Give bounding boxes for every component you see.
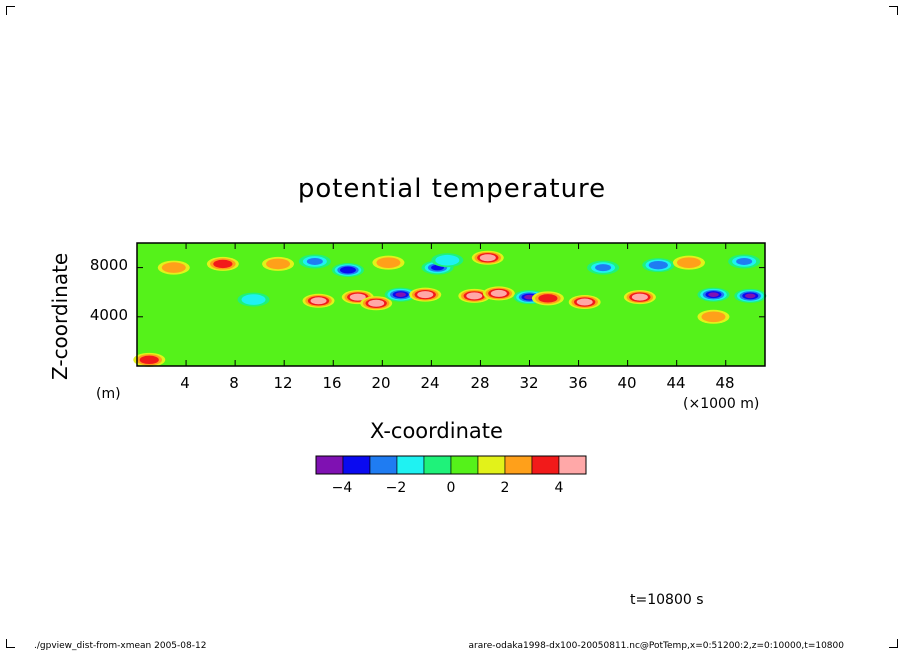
- contour-feature: [579, 299, 590, 305]
- colorbar-swatch: [315, 455, 344, 475]
- x-tick-label: 20: [371, 374, 391, 392]
- contour-feature: [439, 256, 456, 264]
- contour-feature: [245, 296, 262, 304]
- contour-feature: [744, 293, 756, 299]
- chart-title: potential temperature: [297, 174, 607, 204]
- x-tick-label: 4: [180, 374, 190, 392]
- corner-mark-top-left: [6, 6, 15, 15]
- footer-source: arare-odaka1998-dx100-20050811.nc@PotTem…: [468, 641, 844, 651]
- x-tick-label: 36: [568, 374, 588, 392]
- contour-feature: [541, 295, 555, 302]
- x-tick-label: 8: [229, 374, 239, 392]
- colorbar-swatch: [504, 455, 533, 475]
- contour-feature: [680, 259, 697, 267]
- corner-mark-bottom-left: [6, 639, 15, 648]
- contour-feature: [142, 357, 156, 363]
- colorbar-label: −4: [331, 480, 353, 496]
- colorbar-swatch: [531, 455, 560, 475]
- x-axis-unit: (×1000 m): [683, 396, 760, 412]
- contour-feature: [708, 292, 719, 297]
- colorbar-swatch: [558, 455, 587, 475]
- colorbar-swatch: [342, 455, 371, 475]
- colorbar-label: 4: [554, 480, 564, 496]
- x-tick-label: 32: [519, 374, 539, 392]
- y-tick-label: 4000: [89, 306, 128, 324]
- contour-feature: [306, 257, 323, 265]
- x-tick-label: 24: [420, 374, 440, 392]
- contour-feature: [482, 255, 494, 261]
- x-tick-label: 16: [322, 374, 342, 392]
- time-stamp: t=10800 s: [630, 592, 704, 608]
- x-tick-label: 48: [715, 374, 735, 392]
- corner-mark-top-right: [889, 6, 898, 15]
- x-tick-label: 12: [273, 374, 293, 392]
- contour-feature: [165, 264, 182, 272]
- colorbar-swatch: [396, 455, 425, 475]
- x-tick-label: 44: [666, 374, 686, 392]
- x-tick-label: 40: [617, 374, 637, 392]
- contour-feature: [595, 264, 612, 272]
- contour-feature: [493, 291, 505, 296]
- corner-mark-bottom-right: [889, 639, 898, 648]
- colorbar-swatch: [450, 455, 479, 475]
- colorbar-label: −2: [385, 480, 407, 496]
- contour-feature: [395, 292, 407, 297]
- y-axis-unit: (m): [96, 386, 121, 402]
- contour-feature: [313, 298, 324, 304]
- y-tick-label: 8000: [89, 256, 128, 274]
- colorbar-frame: [315, 455, 587, 475]
- contour-feature: [370, 300, 382, 306]
- contour-feature: [216, 261, 230, 267]
- x-tick-label: 28: [470, 374, 490, 392]
- contour-feature: [651, 262, 665, 268]
- plot-frame: [136, 242, 766, 367]
- contour-feature: [270, 260, 287, 268]
- footer-command: ./gpview_dist-from-xmean 2005-08-12: [34, 641, 207, 651]
- contour-feature: [419, 292, 431, 297]
- contour-feature: [469, 293, 480, 299]
- x-axis-label: X-coordinate: [370, 419, 503, 443]
- colorbar-label: 2: [500, 480, 510, 496]
- contour-feature: [736, 257, 753, 265]
- contour-feature: [705, 313, 722, 321]
- colorbar-swatch: [423, 455, 452, 475]
- colorbar-label: 0: [446, 480, 456, 496]
- contour-feature: [634, 294, 646, 300]
- contour-feature: [352, 294, 364, 300]
- colorbar-swatch: [477, 455, 506, 475]
- colorbar-swatch: [369, 455, 398, 475]
- contour-feature: [342, 267, 354, 273]
- contour-feature: [380, 259, 397, 267]
